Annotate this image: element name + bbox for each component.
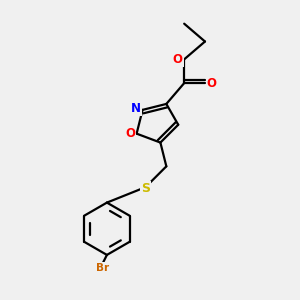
Text: N: N: [131, 102, 141, 115]
Text: S: S: [141, 182, 150, 195]
Text: Br: Br: [96, 263, 109, 273]
Text: O: O: [172, 53, 183, 66]
Text: O: O: [125, 127, 135, 140]
Text: O: O: [206, 76, 217, 90]
